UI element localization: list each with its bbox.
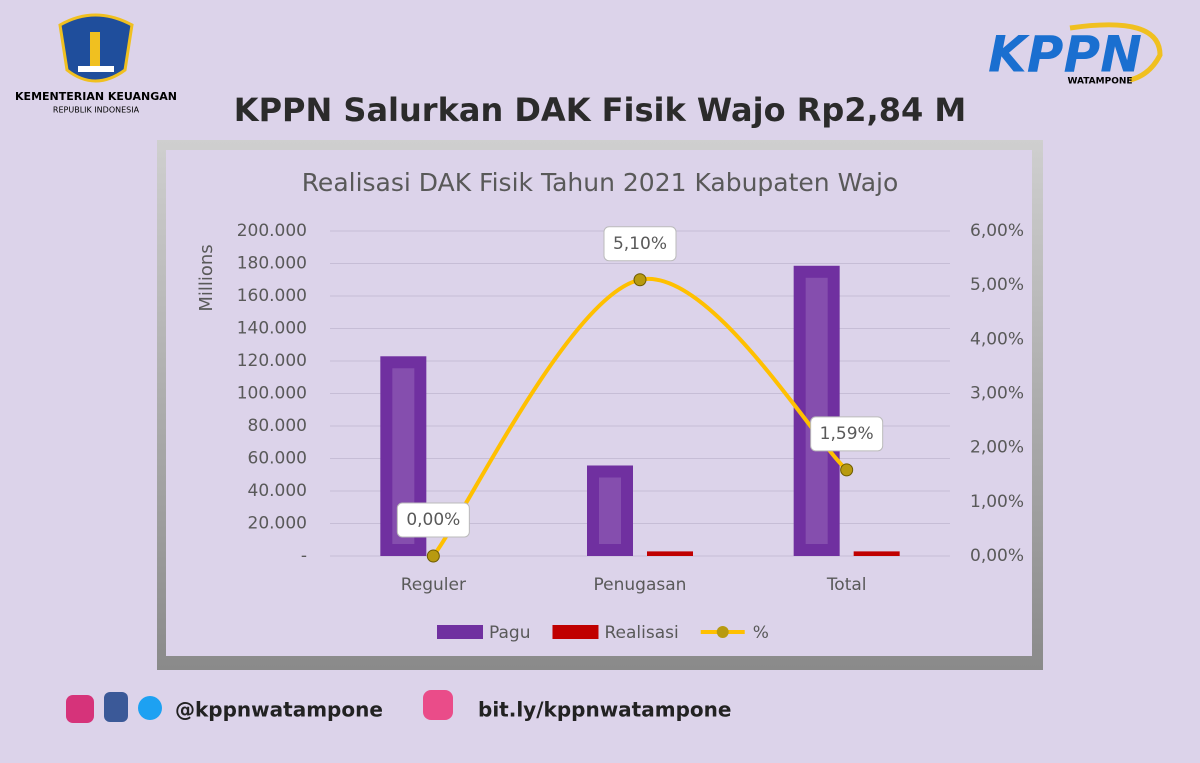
x-tick-label: Penugasan (594, 575, 687, 595)
y2-tick-label: 5,00% (970, 275, 1024, 295)
legend-label: Realisasi (604, 623, 678, 643)
legend-label: % (753, 623, 769, 643)
y-tick-label: - (301, 546, 307, 566)
y-tick-label: 80.000 (248, 416, 307, 436)
bar-bevel (392, 368, 415, 544)
y-tick-label: 180.000 (237, 254, 307, 274)
bar (647, 551, 693, 556)
brand-swoosh (1069, 22, 1163, 83)
social-handle: @kppnwatampone (175, 698, 383, 722)
plot: - 20.000 40.000 60.000 80.000 100.000 120.000 1… (237, 221, 1024, 643)
legend-swatch (437, 625, 483, 639)
y2-tick-label: 2,00% (970, 438, 1024, 458)
brand-sub: WATAMPONE (1067, 77, 1132, 87)
legend-label: Pagu (489, 623, 530, 643)
data-label: 5,10% (613, 234, 667, 254)
data-label-box (810, 416, 884, 452)
link: bit.ly/kppnwatampone (478, 698, 731, 722)
chart-title: Realisasi DAK Fisik Tahun 2021 Kabupaten… (302, 168, 899, 197)
legend-swatch (552, 625, 599, 639)
y-tick-label: 200.000 (237, 221, 307, 241)
y-tick-label: 160.000 (237, 286, 307, 306)
bar (853, 551, 900, 556)
brand-name: KPPN (988, 26, 1142, 84)
data-label-box (603, 226, 677, 262)
dribbble-icon (423, 690, 453, 720)
ministry-name: KEMENTERIAN KEUANGAN (15, 90, 177, 103)
ministry-logo (58, 13, 134, 83)
y2-tick-label: 3,00% (970, 384, 1024, 404)
line-marker (426, 549, 440, 563)
y-axis-title: Millions (196, 244, 217, 311)
instagram-icon (66, 695, 94, 723)
data-label: 0,00% (406, 510, 460, 530)
bar-bevel (805, 277, 828, 544)
bar (587, 465, 633, 556)
line-marker (633, 273, 647, 287)
y-tick-label: 100.000 (237, 384, 307, 404)
twitter-icon (138, 696, 162, 720)
y2-tick-label: 0,00% (970, 546, 1024, 566)
x-tick-label: Total (826, 575, 867, 595)
y-tick-label: 20.000 (248, 514, 307, 534)
y2-tick-label: 6,00% (970, 221, 1024, 241)
y-tick-label: 120.000 (237, 351, 307, 371)
data-label-box (396, 502, 470, 538)
x-tick-label: Reguler (401, 575, 466, 595)
y-tick-label: 140.000 (237, 319, 307, 339)
y-tick-label: 60.000 (248, 449, 307, 469)
y-tick-label: 40.000 (248, 481, 307, 501)
line-marker (840, 463, 854, 477)
chart-area (166, 150, 1032, 656)
facebook-icon (104, 692, 128, 722)
data-label: 1,59% (820, 424, 874, 444)
bar-bevel (599, 477, 621, 544)
y2-tick-label: 1,00% (970, 492, 1024, 512)
ministry-sub: REPUBLIK INDONESIA (53, 106, 140, 115)
y2-tick-label: 4,00% (970, 329, 1024, 349)
legend-swatch (716, 626, 729, 638)
headline: KPPN Salurkan DAK Fisik Wajo Rp2,84 M (234, 91, 966, 129)
